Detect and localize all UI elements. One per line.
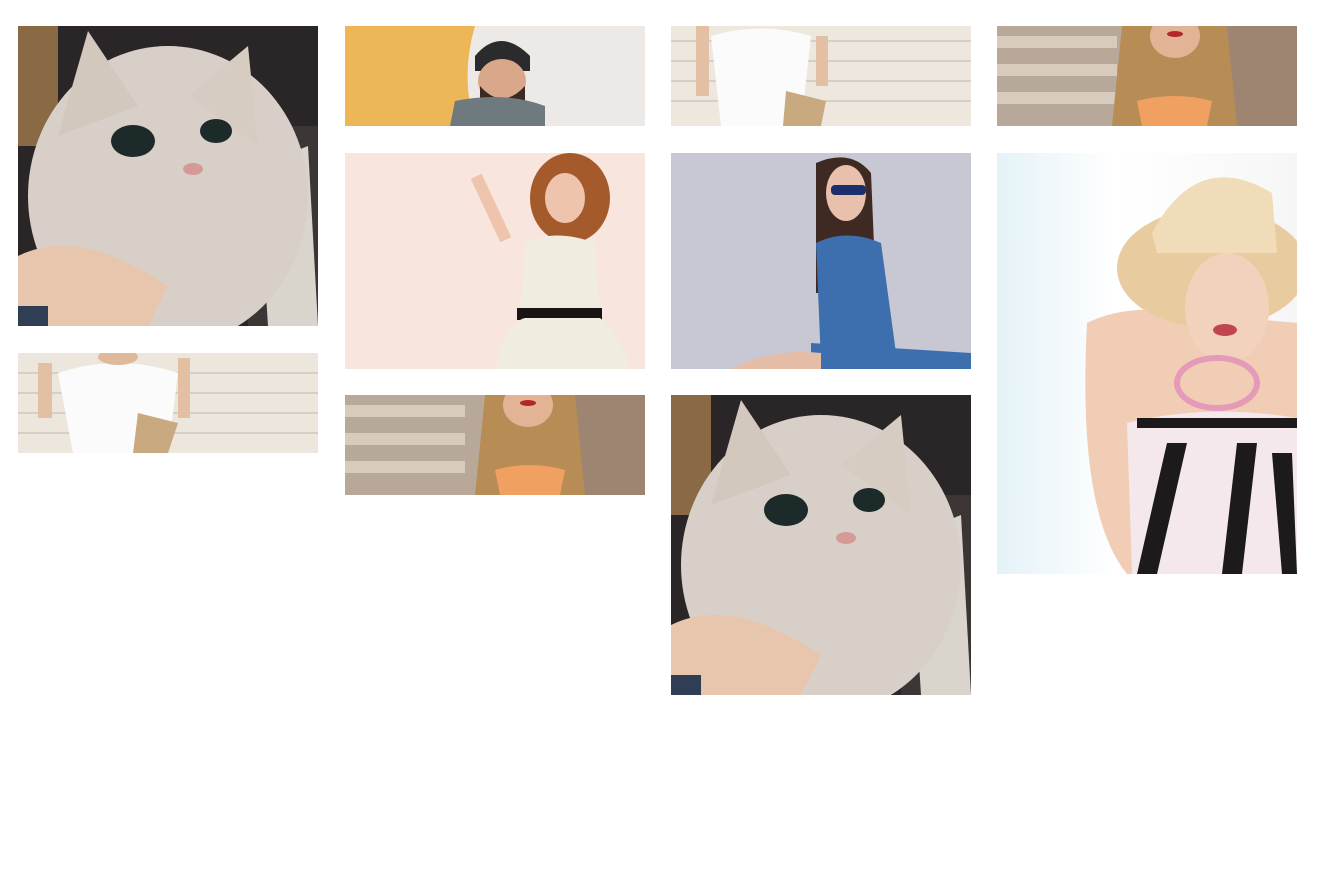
photo-stairs-woman-second-image [997,26,1297,126]
photo-white-tshirt-image [671,26,971,126]
photo-cat-second-image [671,395,971,695]
photo-cat-second [671,395,971,695]
photo-brick-tshirt-image [18,353,318,453]
photo-denim [671,153,971,369]
photo-sun-hat [997,153,1297,574]
photo-man-beanie-image [345,26,645,126]
photo-stairs-woman-image [345,395,645,495]
photo-denim-image [671,153,971,369]
photo-lace-dress-image [345,153,645,369]
photo-sun-hat-image [997,153,1297,574]
photo-cat-image [18,26,318,326]
photo-stairs-woman [345,395,645,495]
photo-lace-dress [345,153,645,369]
photo-man-beanie [345,26,645,126]
photo-white-tshirt [671,26,971,126]
photo-stairs-woman-second [997,26,1297,126]
photo-cat [18,26,318,326]
photo-brick-tshirt [18,353,318,453]
